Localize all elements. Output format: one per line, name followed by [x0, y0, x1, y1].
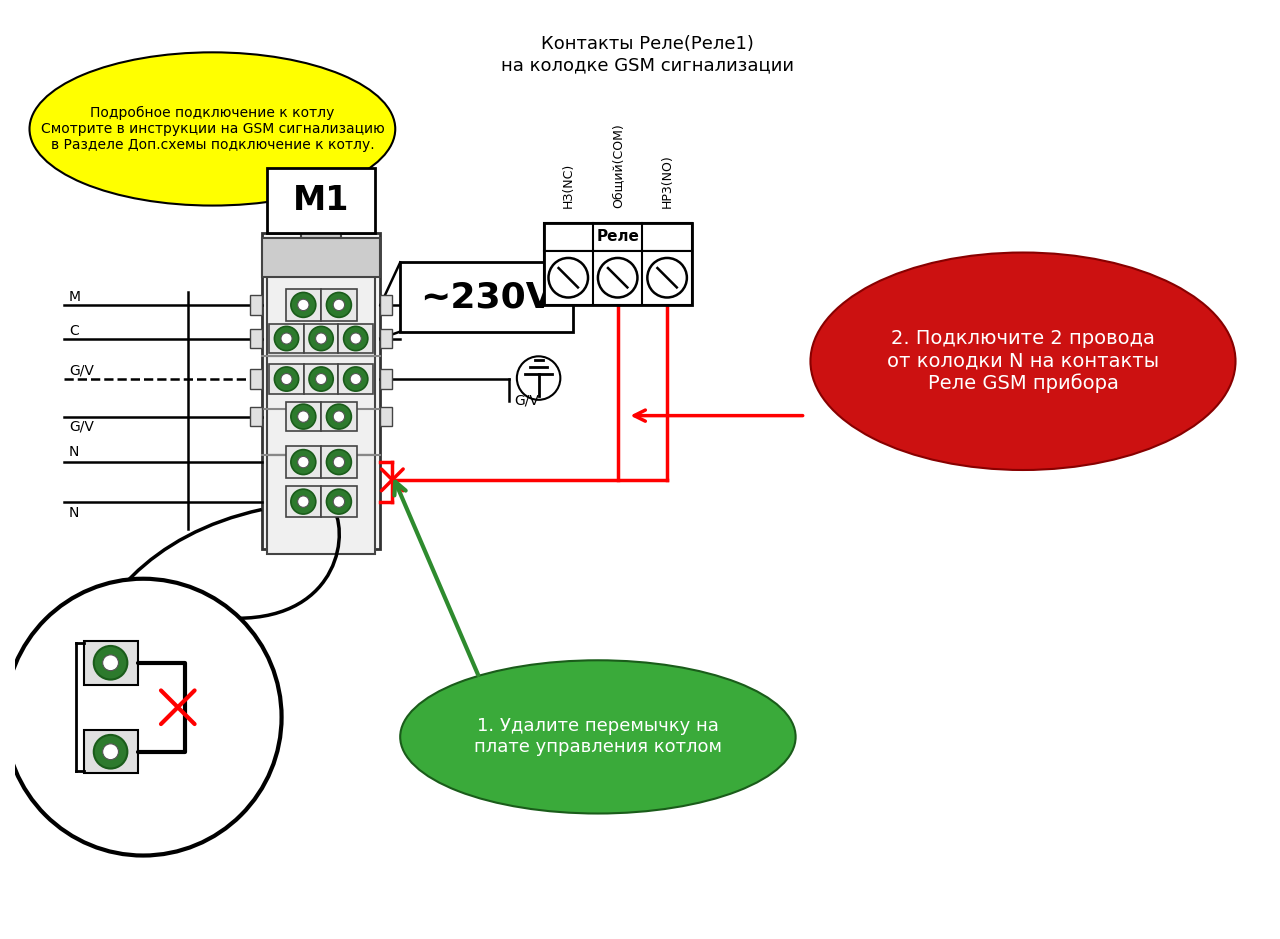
Text: 2. Подключите 2 провода
от колодки N на контакты
Реле GSM прибора: 2. Подключите 2 провода от колодки N на …	[887, 330, 1160, 393]
Circle shape	[298, 456, 308, 468]
Text: Контакты Реле(Реле1)
на колодке GSM сигнализации: Контакты Реле(Реле1) на колодке GSM сигн…	[500, 36, 794, 74]
Circle shape	[298, 300, 308, 311]
Bar	[338, 364, 372, 393]
Circle shape	[648, 258, 687, 298]
Circle shape	[326, 489, 352, 514]
Text: Реле: Реле	[596, 229, 639, 244]
Bar	[544, 223, 691, 305]
Bar	[321, 289, 357, 321]
Bar	[262, 238, 380, 277]
Circle shape	[274, 367, 298, 392]
Circle shape	[308, 367, 333, 392]
Bar	[84, 641, 138, 685]
Bar	[84, 730, 138, 774]
Text: НР3(NO): НР3(NO)	[660, 154, 673, 208]
Circle shape	[291, 292, 316, 317]
Bar	[250, 407, 262, 426]
Circle shape	[308, 327, 333, 350]
Text: Общий(COM): Общий(COM)	[611, 123, 625, 208]
Bar	[285, 289, 321, 321]
Bar	[250, 369, 262, 389]
Circle shape	[291, 404, 316, 429]
Bar	[338, 324, 372, 353]
Text: Подробное подключение к котлу
Смотрите в инструкции на GSM сигнализацию
в Раздел: Подробное подключение к котлу Смотрите в…	[41, 106, 384, 152]
Text: 1. Удалите перемычку на
плате управления котлом: 1. Удалите перемычку на плате управления…	[474, 717, 722, 756]
Bar	[285, 402, 321, 431]
Circle shape	[291, 450, 316, 474]
Text: G/V: G/V	[513, 393, 539, 408]
Circle shape	[333, 300, 344, 311]
Ellipse shape	[29, 53, 396, 206]
Circle shape	[291, 489, 316, 514]
Circle shape	[102, 744, 119, 760]
Circle shape	[5, 578, 282, 855]
Bar	[266, 268, 375, 356]
Bar	[310, 222, 333, 228]
Circle shape	[298, 411, 308, 423]
Bar	[380, 295, 392, 315]
Circle shape	[93, 735, 128, 768]
Bar	[303, 364, 338, 393]
Text: N: N	[69, 445, 79, 459]
Circle shape	[333, 496, 344, 507]
Circle shape	[93, 646, 128, 680]
Text: ~230V: ~230V	[420, 280, 553, 314]
Circle shape	[326, 292, 352, 317]
Bar	[544, 251, 691, 305]
Bar	[380, 407, 392, 426]
Circle shape	[274, 327, 298, 350]
Text: C: C	[69, 324, 79, 338]
Bar	[266, 356, 375, 455]
Circle shape	[333, 456, 344, 468]
Text: НЗ(NC): НЗ(NC)	[562, 162, 575, 208]
Circle shape	[351, 374, 361, 385]
Circle shape	[343, 367, 367, 392]
Circle shape	[351, 333, 361, 344]
Bar	[250, 329, 262, 348]
Circle shape	[282, 333, 292, 344]
Bar	[285, 446, 321, 478]
Bar	[380, 329, 392, 348]
Circle shape	[343, 327, 367, 350]
Circle shape	[316, 374, 326, 385]
Bar	[321, 402, 357, 431]
Text: M1: M1	[293, 184, 349, 217]
Text: G/V: G/V	[69, 420, 93, 434]
Bar	[266, 168, 375, 233]
Bar	[380, 369, 392, 389]
Circle shape	[298, 496, 308, 507]
Bar	[262, 233, 380, 549]
Circle shape	[102, 654, 119, 670]
Circle shape	[326, 404, 352, 429]
Bar	[266, 455, 375, 554]
Bar	[269, 364, 303, 393]
Bar	[321, 446, 357, 478]
Bar	[401, 262, 573, 331]
Circle shape	[333, 411, 344, 423]
Bar	[269, 324, 303, 353]
Bar	[544, 223, 691, 251]
Text: G/V: G/V	[69, 363, 93, 377]
Bar	[301, 228, 340, 238]
Circle shape	[316, 333, 326, 344]
Circle shape	[549, 258, 588, 298]
Circle shape	[598, 258, 637, 298]
Bar	[285, 485, 321, 517]
Text: M: M	[69, 290, 81, 304]
Ellipse shape	[810, 253, 1235, 470]
Text: N: N	[69, 505, 79, 519]
Bar	[321, 485, 357, 517]
Bar	[250, 295, 262, 315]
Circle shape	[326, 450, 352, 474]
Circle shape	[282, 374, 292, 385]
Ellipse shape	[401, 660, 796, 813]
Bar	[303, 324, 338, 353]
